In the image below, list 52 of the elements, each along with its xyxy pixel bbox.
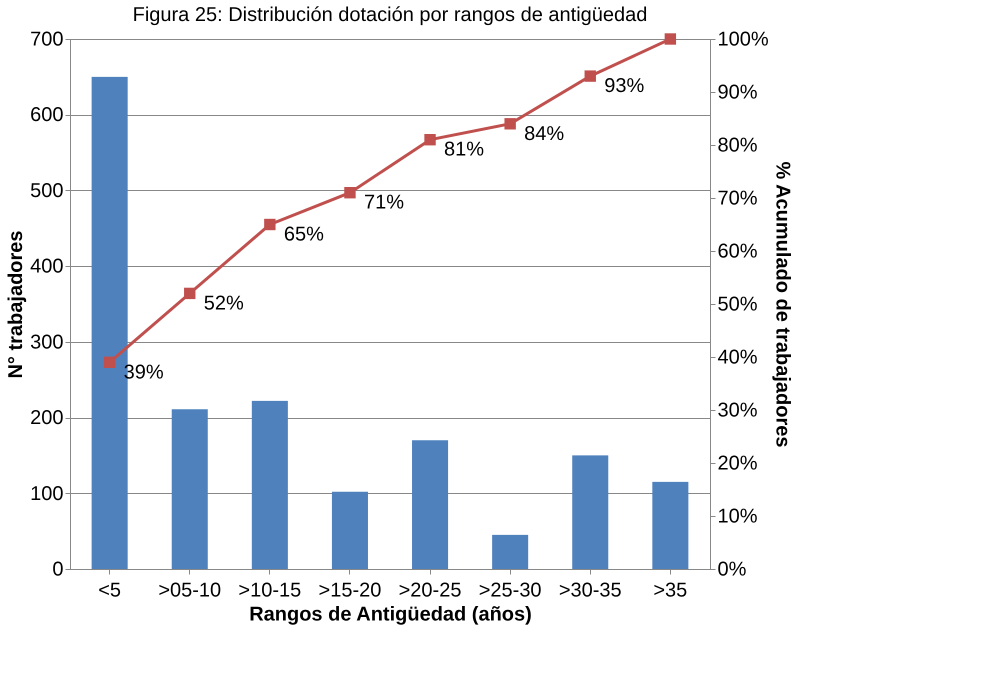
y2-tick-label: 60% <box>718 240 758 262</box>
data-label: 84% <box>524 122 564 145</box>
y-axis-title: N° trabajadores <box>5 230 28 379</box>
x-tick-label: >10-15 <box>238 580 302 602</box>
y-tick-label: 700 <box>30 28 64 50</box>
x-tick-label: >20-25 <box>398 580 462 602</box>
point <box>344 187 356 198</box>
bar <box>172 409 208 569</box>
x-tick-label: >25-30 <box>478 580 542 602</box>
x-tick-label: >15-20 <box>318 580 382 602</box>
bar <box>652 482 688 569</box>
y2-tick-label: 20% <box>718 452 758 474</box>
point <box>184 288 196 300</box>
y2-tick-label: 50% <box>718 294 758 316</box>
x-axis-title: Rangos de Antigüedad (años) <box>249 604 532 626</box>
x-tick-label: >05-10 <box>158 580 222 602</box>
y-tick-label: 600 <box>30 104 64 126</box>
point <box>584 70 596 82</box>
x-tick-label: >30-35 <box>558 580 622 602</box>
data-label: 65% <box>284 224 324 246</box>
y2-tick-label: 40% <box>718 346 758 368</box>
y2-tick-label: 70% <box>718 188 758 210</box>
x-tick-label: <5 <box>98 580 122 602</box>
y2-axis-title: % Acumulado de trabajadores <box>772 162 794 448</box>
y2-tick-label: 90% <box>718 82 758 104</box>
chart-title: Figura 25: Distribución dotación por rangos de antigüedad <box>132 4 648 26</box>
point <box>504 118 516 130</box>
bar <box>572 455 608 569</box>
y-tick-label: 400 <box>30 256 64 278</box>
point <box>664 33 676 45</box>
y-tick-label: 200 <box>30 407 64 430</box>
point <box>424 134 436 146</box>
x-tick-label: >35 <box>653 580 688 602</box>
bar <box>492 534 528 569</box>
bar <box>332 492 368 569</box>
data-label: 93% <box>604 75 644 98</box>
y-tick-label: 100 <box>30 482 64 505</box>
bar <box>252 400 288 569</box>
data-label: 52% <box>204 292 244 314</box>
bar <box>412 440 448 569</box>
data-label: 71% <box>364 192 404 214</box>
y-tick-label: 500 <box>30 180 64 202</box>
y-tick-label: 300 <box>30 331 64 354</box>
y2-tick-label: 100% <box>718 28 769 50</box>
data-label: 81% <box>444 138 484 161</box>
point <box>104 356 116 368</box>
y2-tick-label: 10% <box>718 506 758 528</box>
y2-tick-label: 30% <box>718 400 758 422</box>
y-tick-label: 0 <box>52 558 64 580</box>
y2-tick-label: 80% <box>718 134 758 156</box>
point <box>264 218 276 230</box>
y2-tick-label: 0% <box>718 558 747 580</box>
